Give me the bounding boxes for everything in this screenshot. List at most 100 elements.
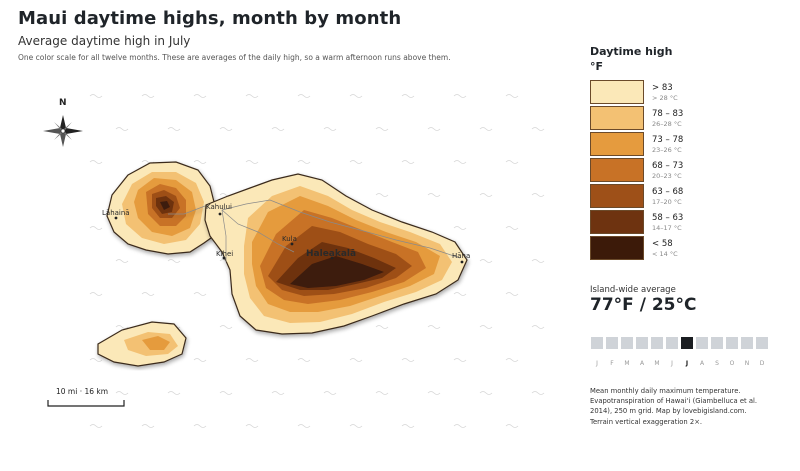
wave-glyph xyxy=(141,424,155,428)
wave-glyph xyxy=(401,160,415,164)
month-letter: O xyxy=(729,360,735,367)
wave-glyph xyxy=(349,160,363,164)
month-button[interactable]: M xyxy=(650,337,664,367)
month-letter: J xyxy=(685,360,689,367)
place-label-kula: Kula xyxy=(282,235,297,243)
legend-row: 58 – 63 14–17 °C xyxy=(590,210,790,236)
wave-glyph xyxy=(141,292,155,296)
wave-glyph xyxy=(323,391,337,395)
legend-rows: > 83 > 28 °C 78 – 83 26–28 °C 73 – 78 23–26 °… xyxy=(590,80,790,262)
month-button[interactable]: J xyxy=(590,337,604,367)
legend-row: 73 – 78 23–26 °C xyxy=(590,132,790,158)
wave-glyph xyxy=(401,424,415,428)
month-button[interactable]: J xyxy=(680,337,694,367)
wave-glyph xyxy=(427,127,441,131)
wave-glyph xyxy=(167,259,181,263)
wave-glyph xyxy=(115,259,129,263)
wave-glyph xyxy=(245,358,259,362)
month-button[interactable]: M xyxy=(620,337,634,367)
legend-range-f: > 83 xyxy=(652,83,673,93)
place-label-lahaina: Lāhainā xyxy=(102,209,130,217)
wave-glyph xyxy=(401,358,415,362)
month-letter: J xyxy=(596,360,598,367)
wave-glyph xyxy=(193,358,207,362)
wave-glyph xyxy=(505,358,519,362)
wave-glyph xyxy=(89,160,103,164)
place-label-hana: Hāna xyxy=(452,252,470,260)
month-box[interactable] xyxy=(591,337,603,349)
wave-glyph xyxy=(505,160,519,164)
month-box[interactable] xyxy=(651,337,663,349)
wave-glyph xyxy=(167,127,181,131)
legend-unit: °F xyxy=(590,60,604,73)
month-button[interactable]: A xyxy=(635,337,649,367)
wave-glyph xyxy=(375,325,389,329)
legend-range-f: 63 – 68 xyxy=(652,187,684,197)
wave-glyph xyxy=(479,127,493,131)
temperature-legend: Daytime high °F > 83 > 28 °C 78 – 83 26–28 … xyxy=(590,44,790,262)
island-average-value: 77°F / 25°C xyxy=(590,295,697,315)
legend-range-c: < 14 °C xyxy=(652,250,678,258)
wave-glyph xyxy=(453,292,467,296)
month-button[interactable]: O xyxy=(725,337,739,367)
month-box[interactable] xyxy=(696,337,708,349)
wave-glyph xyxy=(297,358,311,362)
month-box[interactable] xyxy=(756,337,768,349)
wave-glyph xyxy=(245,94,259,98)
month-button[interactable]: J xyxy=(665,337,679,367)
map-note: One color scale for all twelve months. T… xyxy=(18,53,451,62)
wave-glyph xyxy=(479,325,493,329)
wave-glyph xyxy=(89,358,103,362)
month-box[interactable] xyxy=(681,337,693,349)
kahoolawe-island xyxy=(97,321,187,367)
wave-glyph xyxy=(505,424,519,428)
wave-glyph xyxy=(453,160,467,164)
wave-glyph xyxy=(297,160,311,164)
legend-range-f: < 58 xyxy=(652,239,673,249)
month-button[interactable]: F xyxy=(605,337,619,367)
wave-glyph xyxy=(375,391,389,395)
wave-glyph xyxy=(505,226,519,230)
wave-glyph xyxy=(245,424,259,428)
wave-glyph xyxy=(453,226,467,230)
wave-glyph xyxy=(219,391,233,395)
wave-glyph xyxy=(219,127,233,131)
month-letter: M xyxy=(654,360,660,367)
month-button[interactable]: N xyxy=(740,337,754,367)
legend-row: < 58 < 14 °C xyxy=(590,236,790,262)
legend-range-c: 26–28 °C xyxy=(652,120,682,128)
month-button[interactable]: S xyxy=(710,337,724,367)
east-maui-island xyxy=(168,173,468,335)
wave-glyph xyxy=(89,292,103,296)
place-label-kahului: Kahului xyxy=(206,203,232,211)
month-button[interactable]: A xyxy=(695,337,709,367)
month-letter: A xyxy=(699,360,705,367)
legend-range-f: 78 – 83 xyxy=(652,109,684,119)
wave-glyph xyxy=(479,193,493,197)
month-letter: F xyxy=(610,360,614,367)
wave-glyph xyxy=(505,292,519,296)
scale-label: 10 mi · 16 km xyxy=(56,387,108,396)
wave-glyph xyxy=(141,94,155,98)
wave-glyph xyxy=(115,325,129,329)
wave-glyph xyxy=(245,160,259,164)
month-box[interactable] xyxy=(711,337,723,349)
month-letter: M xyxy=(624,360,630,367)
legend-range-f: 73 – 78 xyxy=(652,135,684,145)
wave-glyph xyxy=(531,325,545,329)
month-box[interactable] xyxy=(636,337,648,349)
month-box[interactable] xyxy=(606,337,618,349)
wave-glyph xyxy=(115,391,129,395)
month-box[interactable] xyxy=(741,337,753,349)
wave-glyph xyxy=(531,127,545,131)
month-box[interactable] xyxy=(621,337,633,349)
wave-glyph xyxy=(349,424,363,428)
wave-glyph xyxy=(167,391,181,395)
legend-swatch xyxy=(590,106,644,130)
legend-range-c: > 28 °C xyxy=(652,94,678,102)
month-box[interactable] xyxy=(726,337,738,349)
legend-range-c: 20–23 °C xyxy=(652,172,682,180)
month-box[interactable] xyxy=(666,337,678,349)
month-button[interactable]: D xyxy=(755,337,769,367)
